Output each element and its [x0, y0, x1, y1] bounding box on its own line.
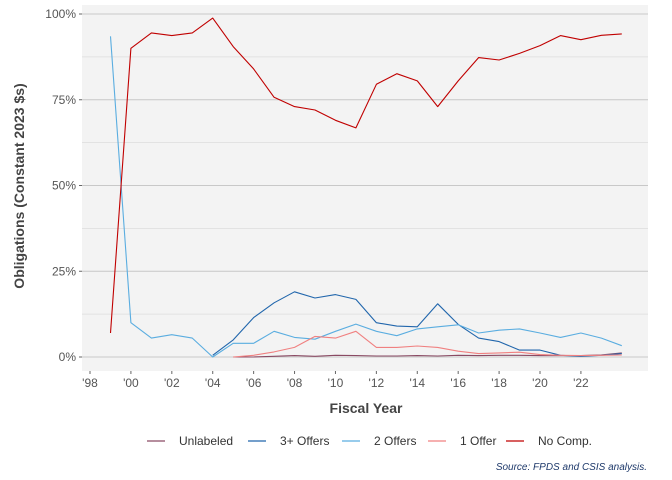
x-tick-label: '04: [205, 376, 221, 390]
y-tick-label: 100%: [45, 7, 76, 21]
x-axis-ticks: '98 '00 '02 '04 '06 '08 '10 '12 '14 '16 '18 '20 '22: [82, 371, 589, 390]
series-lines: [109, 17, 622, 358]
x-tick-label: '98: [82, 376, 98, 390]
series-line-no-comp: [109, 17, 622, 334]
y-tick-label: 25%: [52, 264, 76, 278]
legend-label-3-offers: 3+ Offers: [280, 434, 329, 448]
x-tick-label: '02: [164, 376, 180, 390]
y-tick-label: 75%: [52, 93, 76, 107]
grid-lines: [82, 13, 648, 358]
source-note: Source: FPDS and CSIS analysis.: [496, 462, 647, 473]
x-tick-label: '00: [123, 376, 139, 390]
series-line-3-offers: [212, 291, 622, 357]
x-tick-label: '22: [573, 376, 589, 390]
series-line-1-offer: [233, 330, 622, 358]
legend-label-unlabeled: Unlabeled: [179, 434, 233, 448]
x-axis-title: Fiscal Year: [330, 400, 403, 416]
y-tick-label: 0%: [59, 350, 77, 364]
legend-label-no-comp: No Comp.: [538, 434, 592, 448]
x-tick-label: '10: [328, 376, 344, 390]
legend-label-1-offer: 1 Offer: [460, 434, 496, 448]
series-line-2-offers: [109, 36, 622, 358]
x-tick-label: '12: [369, 376, 385, 390]
y-tick-label: 50%: [52, 179, 76, 193]
y-axis-title: Obligations (Constant 2023 $s): [11, 83, 27, 288]
plot-background: [82, 5, 648, 371]
legend: Unlabeled 3+ Offers 2 Offers 1 Offer No Comp…: [147, 434, 592, 448]
x-tick-label: '08: [287, 376, 303, 390]
x-tick-label: '20: [532, 376, 548, 390]
x-tick-label: '18: [491, 376, 507, 390]
x-tick-label: '06: [246, 376, 262, 390]
x-tick-label: '16: [450, 376, 466, 390]
y-axis-ticks: 0% 25% 50% 75% 100%: [45, 7, 82, 364]
x-tick-label: '14: [409, 376, 425, 390]
legend-label-2-offers: 2 Offers: [374, 434, 416, 448]
